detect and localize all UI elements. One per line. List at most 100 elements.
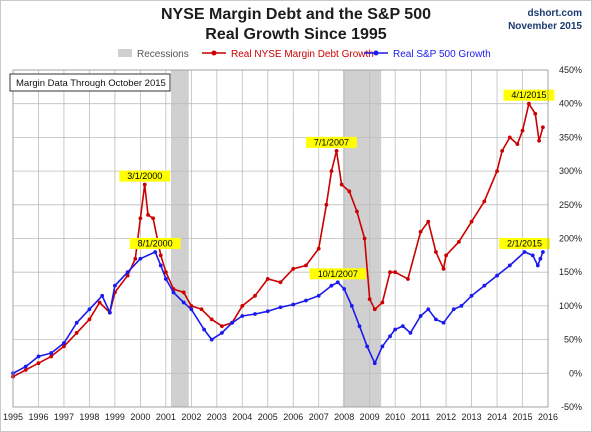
margin-debt-point	[265, 277, 270, 281]
note-box-border	[9, 73, 171, 92]
legend: Recessions Real NYSE Margin Debt Growth …	[118, 49, 491, 60]
y-tick-label: 250%	[559, 200, 582, 210]
margin-debt-point	[278, 280, 283, 285]
chart-title-line2: Real Growth Since 1995	[205, 26, 387, 43]
sp500-point	[181, 300, 186, 305]
sp500-point	[87, 307, 92, 312]
chart-title-line1: NYSE Margin Debt and the S&P 500	[161, 6, 431, 23]
x-tick-label: 1996	[28, 412, 48, 422]
margin-debt-point	[329, 169, 334, 174]
margin-debt-point	[469, 219, 474, 224]
x-tick-label: 2010	[385, 412, 405, 422]
margin-debt-point	[507, 135, 512, 140]
x-tick-label: 2014	[487, 412, 507, 422]
sp500-point	[434, 317, 438, 322]
y-tick-label: 100%	[559, 301, 582, 311]
y-tick-label: -50%	[561, 402, 582, 412]
x-tick-label: 1999	[105, 412, 125, 422]
margin-debt-point	[74, 330, 79, 335]
sp500-point	[62, 341, 66, 345]
callout-box	[309, 268, 367, 280]
margin-debt-line	[12, 102, 544, 378]
margin-debt-point	[209, 317, 214, 322]
sp500-point	[451, 307, 456, 312]
legend-margin-label: Real NYSE Margin Debt Growth	[231, 49, 374, 60]
y-tick-label: 300%	[559, 166, 582, 176]
x-tick-label: 2009	[360, 412, 380, 422]
margin-debt-point	[441, 266, 446, 271]
margin-debt-point	[500, 148, 505, 153]
margin-debt-point	[434, 250, 438, 254]
sp500-point	[408, 330, 413, 335]
sp500-point	[482, 283, 487, 288]
sp500-line	[12, 251, 544, 375]
sp500-point	[380, 344, 385, 349]
margin-debt-point	[537, 138, 541, 143]
x-tick-label: 2004	[232, 412, 252, 422]
source-date: November 2015	[508, 21, 582, 32]
callout-label: 10/1/2007	[318, 269, 358, 279]
sp500-point	[418, 314, 423, 318]
y-tick-label: 50%	[564, 335, 582, 345]
x-tick-label: 2011	[411, 412, 430, 422]
sp500-point	[400, 324, 405, 329]
margin-debt-point	[253, 293, 257, 298]
sp500-point	[230, 320, 234, 325]
margin-debt-point	[456, 239, 461, 244]
callout-box	[499, 237, 550, 249]
x-tick-label: 2013	[462, 412, 482, 422]
sp500-point	[107, 310, 112, 315]
margin-debt-point	[138, 216, 143, 221]
margin-debt-point	[125, 273, 130, 278]
callout-label: 8/1/2000	[138, 238, 173, 248]
sp500-point	[372, 361, 377, 366]
sp500-point	[23, 364, 28, 369]
sp500-point	[342, 287, 347, 291]
callout-label: 3/1/2000	[127, 171, 162, 181]
margin-debt-point	[520, 128, 525, 133]
axes: -50% 0% 50% 100% 150% 200% 250% 300% 350% 400% 450…	[3, 65, 582, 422]
margin-debt-point	[220, 324, 224, 329]
margin-debt-point	[339, 182, 344, 187]
sp500-point	[316, 293, 321, 298]
sp500-point	[522, 250, 527, 254]
x-tick-label: 2000	[130, 412, 150, 422]
margin-debt-point	[541, 125, 545, 130]
sp500-point	[495, 273, 499, 278]
margin-debt-point	[334, 148, 339, 153]
sp500-point	[469, 293, 474, 298]
callout-box	[306, 136, 357, 148]
x-tick-label: 2002	[181, 412, 201, 422]
sp500-point	[202, 327, 206, 332]
sp500-point	[388, 334, 392, 339]
x-tick-label: 2007	[309, 412, 329, 422]
y-tick-label: 450%	[559, 65, 582, 75]
margin-debt-point	[444, 253, 448, 258]
margin-debt-point	[367, 297, 372, 302]
margin-debt-point	[142, 182, 147, 187]
margin-debt-point	[87, 317, 92, 322]
callouts: 3/1/2000 8/1/2000 7/1/2007 10/1/2007 4/1/201…	[119, 89, 555, 280]
sp500-point	[291, 302, 296, 307]
sp500-point	[220, 330, 224, 335]
margin-debt-point	[526, 101, 531, 106]
margin-debt-point	[388, 270, 392, 275]
x-tick-label: 2001	[156, 412, 176, 422]
margin-debt-point	[49, 354, 54, 359]
margin-debt-point	[426, 219, 431, 224]
sp500-point	[393, 327, 398, 332]
sp500-point	[441, 320, 446, 325]
margin-debt-point	[97, 300, 102, 305]
x-tick-label: 2008	[334, 412, 354, 422]
legend-margin-marker	[211, 50, 217, 56]
margin-debt-point	[291, 266, 296, 271]
sp500-point	[74, 320, 79, 325]
legend-sp500-label: Real S&P 500 Growth	[393, 49, 491, 60]
margin-debt-point	[324, 202, 329, 207]
margin-debt-point	[495, 169, 499, 174]
x-tick-label: 1998	[79, 412, 99, 422]
x-tick-label: 2012	[436, 412, 456, 422]
margin-debt-point	[189, 304, 194, 308]
sp500-point	[158, 263, 163, 268]
